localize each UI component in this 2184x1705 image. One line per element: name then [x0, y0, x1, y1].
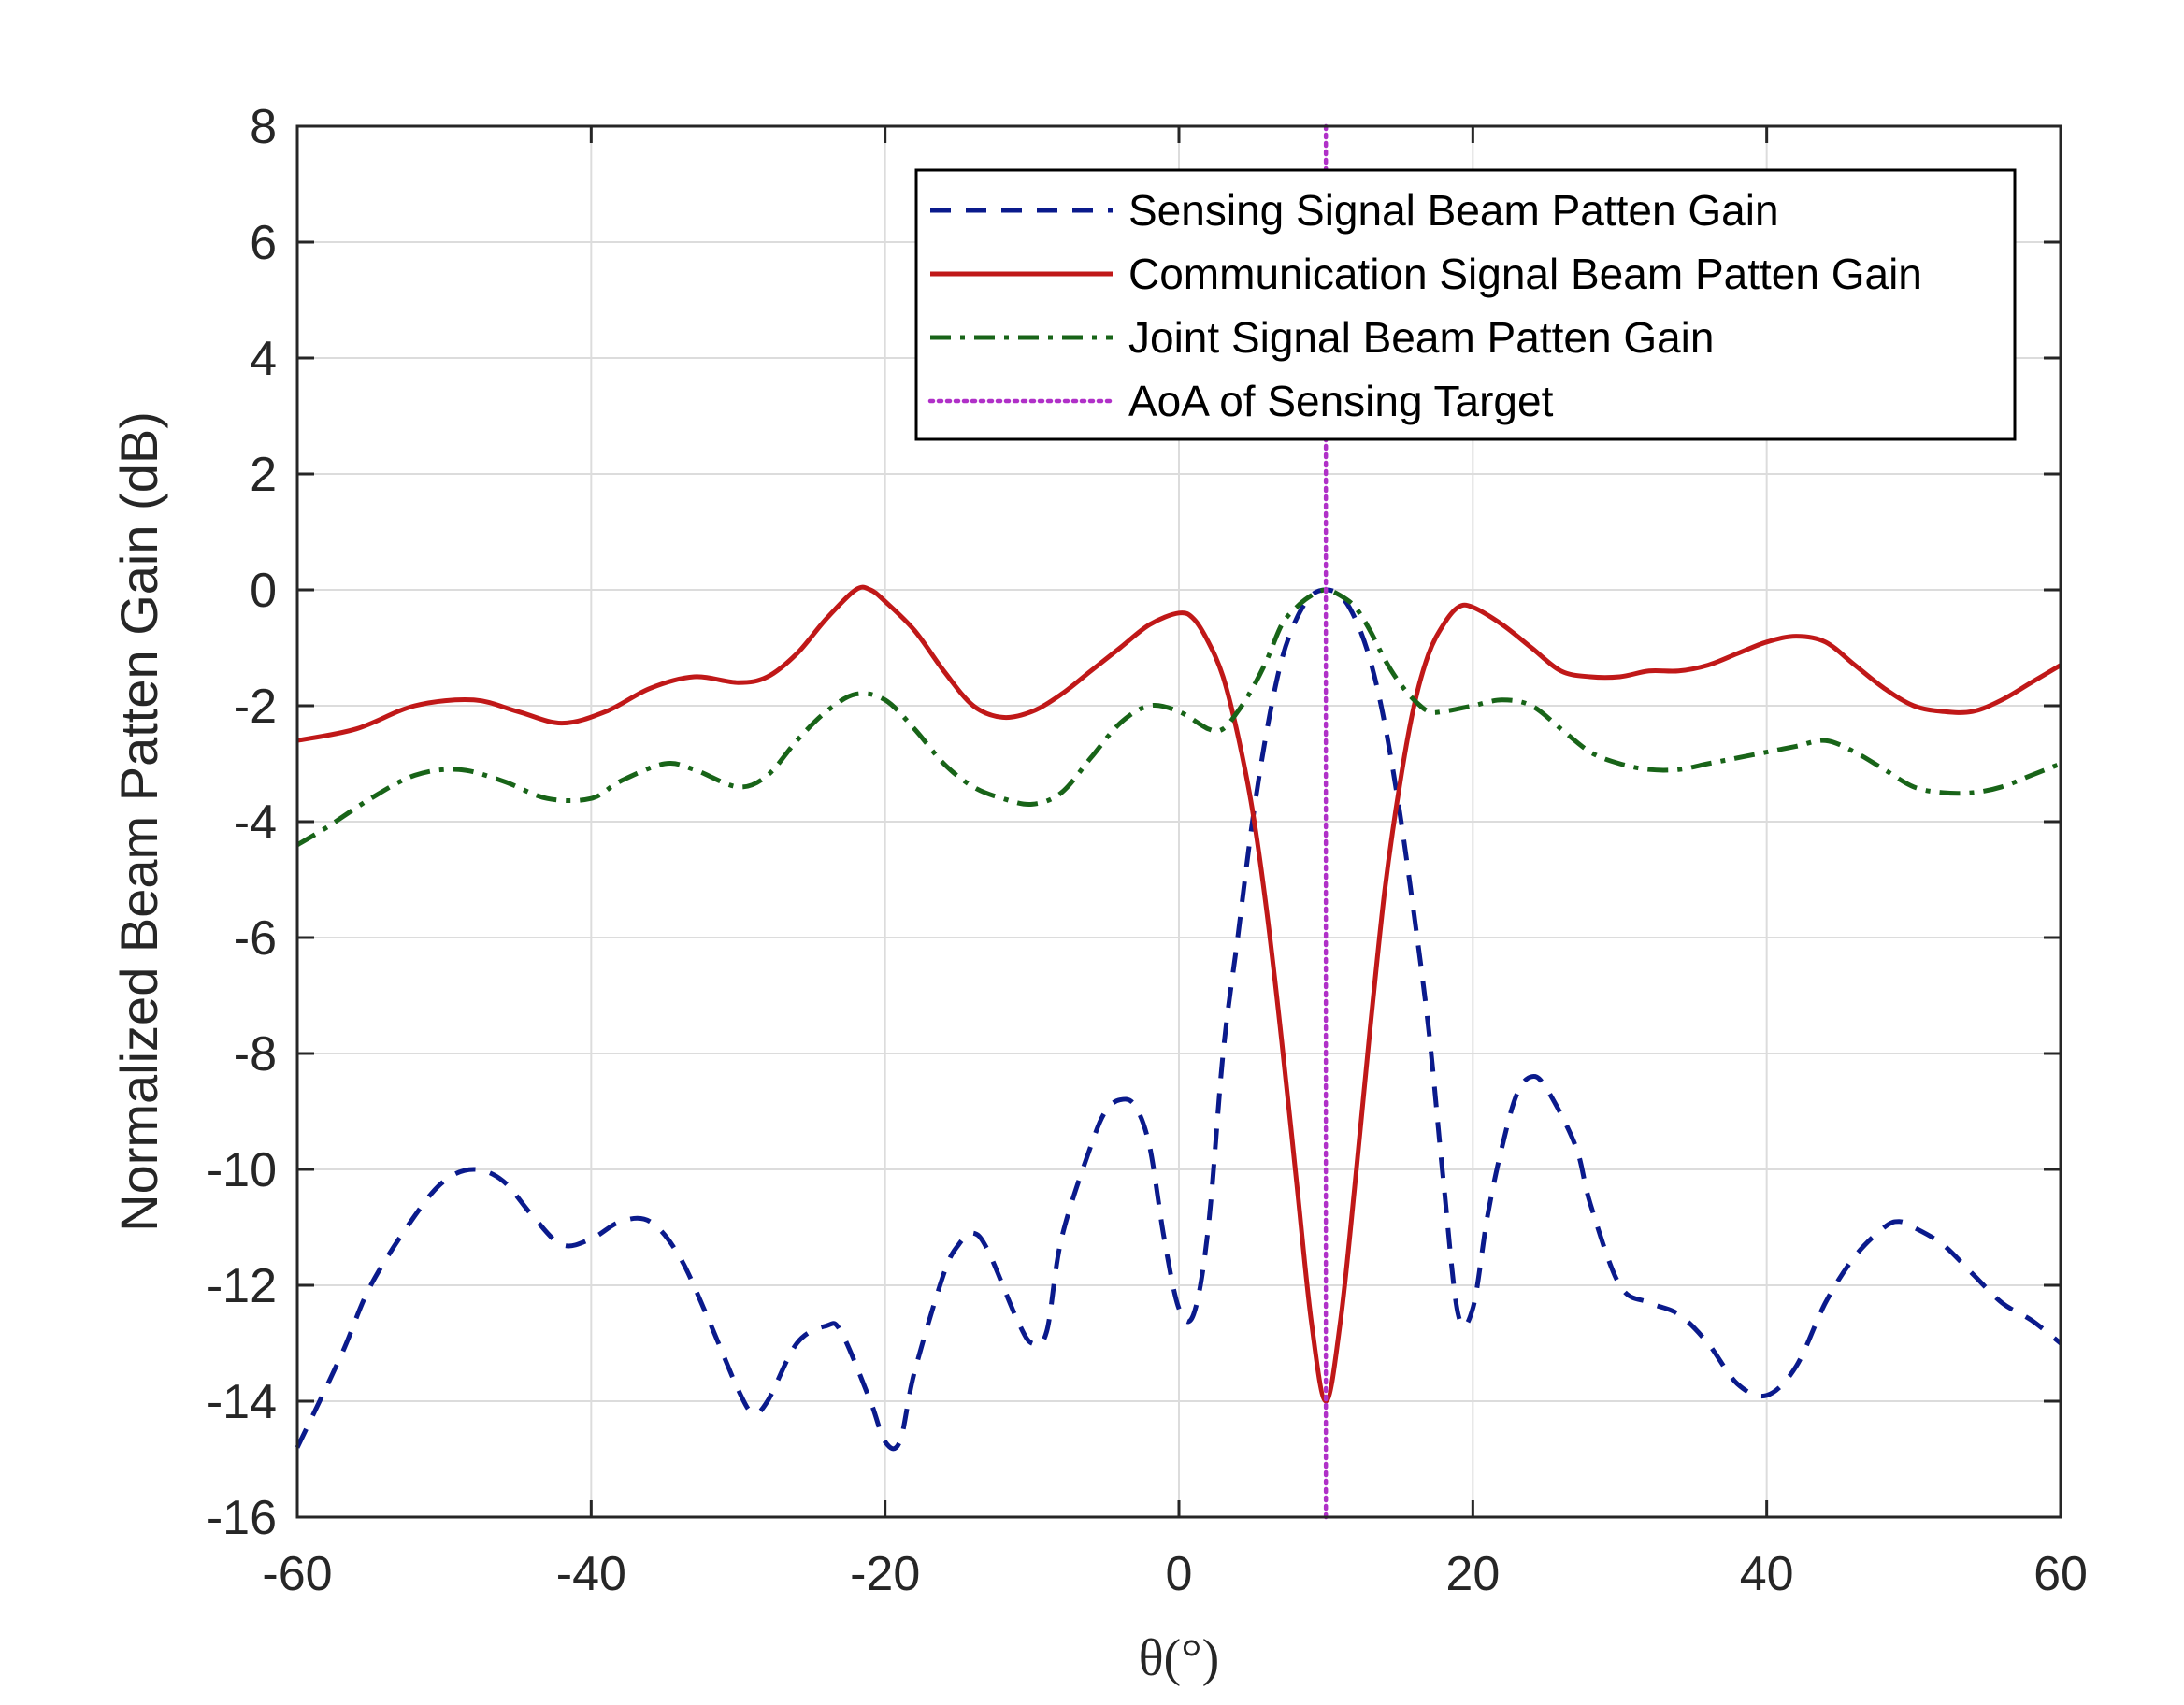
y-tick-label: -4	[234, 795, 277, 850]
axis-ticks: -60 -40 -20 0 20 40 6086420-2-4-6-8-10-12-14-1…	[207, 100, 2088, 1601]
legend-label-1: Sensing Signal Beam Patten Gain	[1128, 186, 1779, 235]
x-axis-label: θ(°)	[1139, 1629, 1220, 1687]
y-tick-label: 6	[250, 216, 277, 270]
x-tick-label: 0	[1166, 1547, 1193, 1601]
legend: Sensing Signal Beam Patten Gain Communica…	[914, 168, 2017, 441]
y-tick-label: -16	[207, 1491, 277, 1545]
x-tick-label: -40	[556, 1547, 626, 1601]
series-line-1	[295, 587, 2062, 1452]
x-tick-label: 60	[2033, 1547, 2088, 1601]
series-line-2	[296, 584, 2062, 1404]
series-line-3	[295, 587, 2062, 847]
y-tick-label: -6	[234, 911, 277, 966]
x-tick-label: 40	[1740, 1547, 1794, 1601]
y-axis-label: Normalized Beam Patten Gain (dB)	[109, 411, 168, 1232]
y-tick-label: 2	[250, 448, 277, 502]
y-tick-label: -12	[207, 1259, 277, 1313]
x-tick-label: -20	[850, 1547, 920, 1601]
legend-label-2: Communication Signal Beam Patten Gain	[1128, 250, 1922, 298]
y-tick-label: -10	[207, 1143, 277, 1197]
legend-label-3: Joint Signal Beam Patten Gain	[1128, 313, 1714, 362]
x-tick-label: 20	[1445, 1547, 1500, 1601]
legend-label-4: AoA of Sensing Target	[1128, 377, 1554, 425]
y-tick-label: 0	[250, 564, 277, 618]
legend-box	[914, 168, 2017, 441]
y-tick-label: -8	[234, 1027, 277, 1082]
x-tick-label: -60	[262, 1547, 332, 1601]
y-tick-label: -14	[207, 1375, 277, 1429]
y-tick-label: 8	[250, 100, 277, 154]
y-tick-label: 4	[250, 332, 277, 386]
y-tick-label: -2	[234, 680, 277, 734]
